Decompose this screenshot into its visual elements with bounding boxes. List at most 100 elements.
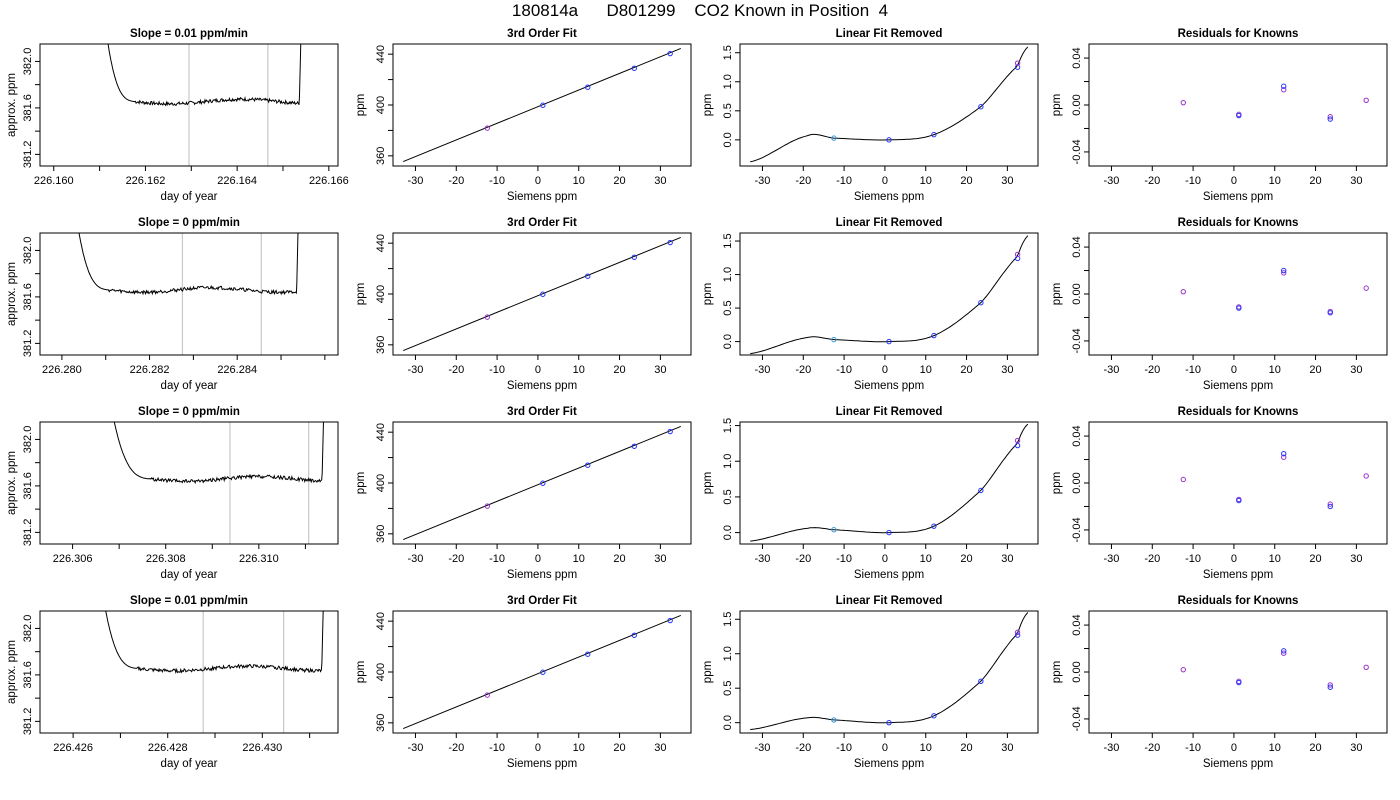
data-point	[1180, 99, 1186, 106]
y-tick-label: 382.0	[22, 48, 34, 76]
y-tick-label: 0.0	[722, 715, 734, 730]
data-point	[585, 462, 591, 468]
panel-1-2: Linear Fit Removed -30 -20 -10 0 10 20 30 0.0 0.5…	[702, 217, 1039, 392]
x-tick-label: 30	[1001, 175, 1013, 187]
data-point	[978, 104, 984, 110]
panel-1-3: Residuals for Knowns -30 -20 -10 0 10 20 30 -0.0…	[1051, 217, 1388, 392]
plot-data	[1180, 83, 1369, 122]
x-tick-label: -20	[795, 553, 811, 565]
data-point	[831, 336, 837, 343]
x-tick-label: 30	[1001, 364, 1013, 376]
panel-0-0: Slope = 0.01 ppm/min 226.160 226.162 226.16…	[6, 28, 349, 203]
data-point	[1236, 112, 1242, 119]
panel-3-0: Slope = 0.01 ppm/min 226.426 226.428 226.43…	[6, 595, 339, 770]
fit-line	[403, 614, 681, 730]
x-axis-label: Siemens ppm	[507, 380, 577, 392]
panel-1-0: Slope = 0 ppm/min 226.280 226.282 226.284 38…	[6, 217, 339, 392]
y-tick-label: 1.0	[722, 646, 734, 661]
x-tick-label: 10	[1269, 742, 1281, 754]
x-tick-label: 10	[920, 364, 932, 376]
x-axis-label: Siemens ppm	[507, 758, 577, 770]
data-point	[886, 338, 892, 345]
x-tick-label: -30	[407, 742, 423, 754]
data-point	[1363, 97, 1369, 104]
x-tick-label: 30	[1350, 175, 1362, 187]
panel-title: 3rd Order Fit	[507, 217, 577, 229]
y-tick-label: 382.0	[22, 426, 34, 454]
y-tick-label: 360	[375, 147, 387, 165]
panel-title: Residuals for Knowns	[1178, 28, 1299, 40]
x-tick-label: -20	[448, 742, 464, 754]
x-tick-label: 20	[960, 175, 972, 187]
panel-0-2: Linear Fit Removed -30 -20 -10 0 10 20 30 0.0 0.5…	[702, 28, 1039, 203]
x-tick-label: 30	[1001, 742, 1013, 754]
y-axis-label: approx. ppm	[6, 451, 18, 515]
y-tick-label: 1.0	[722, 267, 734, 282]
fit-line	[403, 236, 681, 352]
plot-data	[403, 614, 681, 730]
plot-data	[750, 423, 1029, 542]
y-axis-label: ppm	[1051, 94, 1063, 116]
data-point	[1014, 437, 1021, 444]
y-axis-label: ppm	[355, 94, 367, 116]
data-point	[585, 273, 591, 279]
y-tick-label: 381.6	[22, 283, 34, 311]
x-tick-label: 20	[960, 742, 972, 754]
x-tick-label: -10	[836, 553, 852, 565]
panel-title: Slope = 0.01 ppm/min	[130, 595, 248, 607]
x-tick-label: -20	[1144, 742, 1160, 754]
data-point	[1327, 116, 1333, 122]
data-point	[1236, 497, 1242, 504]
x-tick-label: 226.308	[146, 553, 186, 565]
data-point	[886, 719, 892, 726]
x-axis-label: Siemens ppm	[1203, 569, 1273, 581]
data-point	[931, 713, 937, 719]
x-tick-label: 10	[1269, 175, 1281, 187]
panel-title: Slope = 0 ppm/min	[138, 406, 240, 418]
y-axis-label: approx. ppm	[6, 262, 18, 326]
x-tick-label: -30	[754, 364, 770, 376]
x-tick-label: 226.310	[239, 553, 279, 565]
plot-data	[750, 612, 1029, 731]
y-axis-label: ppm	[1051, 472, 1063, 494]
plot-frame	[739, 232, 1039, 356]
data-point	[831, 717, 837, 723]
data-point	[831, 527, 837, 533]
y-tick-label: 381.6	[22, 94, 34, 122]
panel-title: Linear Fit Removed	[836, 28, 943, 40]
plot-frame	[39, 232, 339, 356]
plot-data	[403, 425, 681, 541]
data-point	[1281, 83, 1287, 89]
x-tick-label: 20	[613, 175, 625, 187]
x-tick-label: -20	[795, 742, 811, 754]
x-axis-label: day of year	[161, 380, 218, 392]
y-tick-label: 1.0	[722, 74, 734, 89]
plot-frame	[1088, 232, 1388, 356]
data-point	[1281, 454, 1287, 460]
y-tick-label: 400	[375, 285, 387, 303]
panel-3-1: 3rd Order Fit -30 -20 -10 0 10 20 30 360 400 440 Si…	[355, 595, 692, 770]
plot-data	[1180, 450, 1369, 510]
y-tick-label: 0.04	[1071, 47, 1083, 68]
plot-frame	[739, 610, 1039, 734]
panel-1-1: 3rd Order Fit -30 -20 -10 0 10 20 30 360 400 440 Si…	[355, 217, 692, 392]
x-tick-label: 30	[1350, 553, 1362, 565]
y-tick-label: 381.2	[22, 708, 34, 736]
y-tick-label: 0.0	[722, 525, 734, 540]
x-tick-label: -30	[754, 553, 770, 565]
x-tick-label: 0	[882, 553, 888, 565]
data-point	[1236, 305, 1242, 311]
y-tick-label: 440	[375, 423, 387, 441]
y-tick-label: 400	[375, 474, 387, 492]
x-tick-label: -20	[795, 364, 811, 376]
panel-title: Linear Fit Removed	[836, 595, 943, 607]
x-tick-label: 226.282	[130, 364, 170, 376]
cubic-fit-curve	[750, 235, 1029, 355]
x-tick-label: 20	[613, 553, 625, 565]
plot-frame	[1088, 43, 1388, 167]
panel-title: Linear Fit Removed	[836, 217, 943, 229]
data-point	[631, 65, 637, 71]
x-tick-label: -30	[1103, 742, 1119, 754]
x-tick-label: -30	[407, 175, 423, 187]
x-tick-label: 0	[535, 175, 541, 187]
